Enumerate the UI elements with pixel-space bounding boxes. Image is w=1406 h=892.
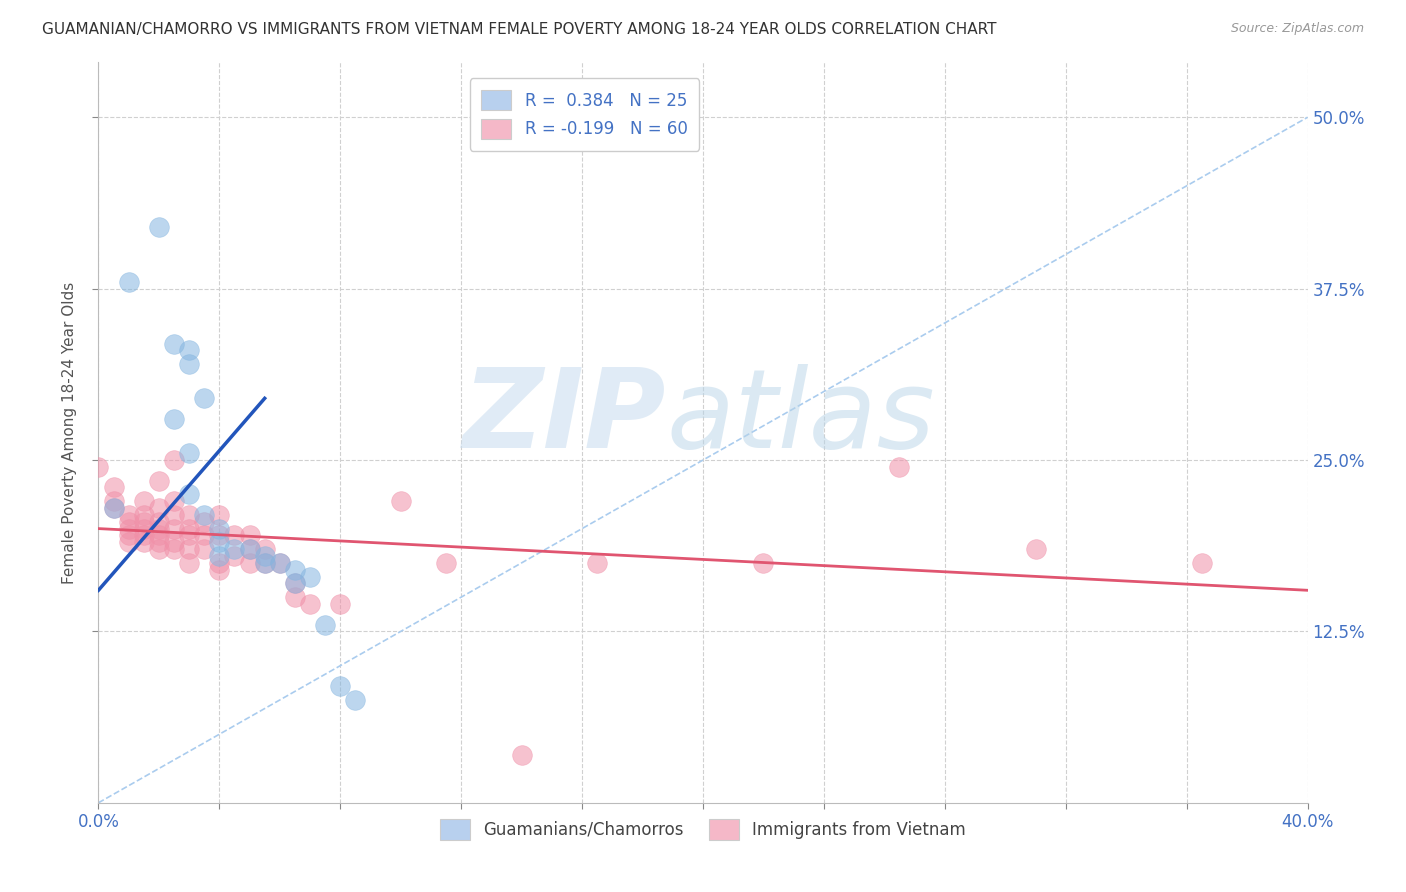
Point	[179, 508, 201, 522]
Point	[193, 528, 215, 542]
Point	[132, 494, 155, 508]
Point	[193, 392, 215, 406]
Point	[224, 549, 246, 563]
Y-axis label: Female Poverty Among 18-24 Year Olds: Female Poverty Among 18-24 Year Olds	[62, 282, 77, 583]
Point	[118, 515, 141, 529]
Point	[163, 522, 186, 536]
Point	[269, 556, 291, 570]
Point	[284, 590, 307, 604]
Point	[208, 549, 231, 563]
Point	[163, 453, 186, 467]
Point	[284, 576, 307, 591]
Point	[163, 412, 186, 426]
Point	[208, 535, 231, 549]
Point	[253, 549, 276, 563]
Point	[193, 542, 215, 557]
Point	[586, 556, 609, 570]
Point	[239, 542, 262, 557]
Point	[239, 542, 262, 557]
Point	[132, 515, 155, 529]
Text: GUAMANIAN/CHAMORRO VS IMMIGRANTS FROM VIETNAM FEMALE POVERTY AMONG 18-24 YEAR OL: GUAMANIAN/CHAMORRO VS IMMIGRANTS FROM VI…	[42, 22, 997, 37]
Legend: Guamanians/Chamorros, Immigrants from Vietnam: Guamanians/Chamorros, Immigrants from Vi…	[433, 813, 973, 847]
Point	[329, 679, 352, 693]
Point	[208, 563, 231, 577]
Point	[389, 494, 412, 508]
Point	[193, 508, 215, 522]
Point	[103, 501, 125, 516]
Point	[163, 535, 186, 549]
Point	[208, 556, 231, 570]
Point	[179, 446, 201, 460]
Point	[148, 522, 170, 536]
Point	[239, 556, 262, 570]
Text: ZIP: ZIP	[463, 364, 666, 471]
Point	[148, 474, 170, 488]
Point	[118, 522, 141, 536]
Point	[179, 556, 201, 570]
Point	[224, 542, 246, 557]
Point	[239, 528, 262, 542]
Point	[208, 522, 231, 536]
Point	[103, 480, 125, 494]
Point	[163, 508, 186, 522]
Point	[163, 336, 186, 351]
Point	[253, 556, 276, 570]
Point	[510, 747, 533, 762]
Point	[889, 459, 911, 474]
Point	[344, 693, 367, 707]
Point	[118, 535, 141, 549]
Point	[253, 542, 276, 557]
Point	[269, 556, 291, 570]
Point	[299, 569, 322, 583]
Point	[103, 501, 125, 516]
Point	[224, 528, 246, 542]
Point	[148, 219, 170, 234]
Text: atlas: atlas	[666, 364, 935, 471]
Point	[434, 556, 457, 570]
Point	[132, 535, 155, 549]
Point	[253, 556, 276, 570]
Point	[132, 528, 155, 542]
Point	[179, 487, 201, 501]
Point	[314, 617, 336, 632]
Point	[193, 515, 215, 529]
Point	[87, 459, 110, 474]
Point	[1024, 542, 1046, 557]
Point	[163, 542, 186, 557]
Point	[179, 343, 201, 358]
Point	[148, 542, 170, 557]
Point	[179, 542, 201, 557]
Point	[118, 508, 141, 522]
Point	[103, 494, 125, 508]
Point	[752, 556, 775, 570]
Point	[284, 563, 307, 577]
Point	[148, 535, 170, 549]
Point	[132, 508, 155, 522]
Point	[179, 528, 201, 542]
Point	[329, 597, 352, 611]
Point	[163, 494, 186, 508]
Point	[208, 528, 231, 542]
Point	[148, 515, 170, 529]
Point	[132, 522, 155, 536]
Point	[118, 275, 141, 289]
Point	[148, 528, 170, 542]
Point	[179, 357, 201, 371]
Point	[1191, 556, 1213, 570]
Point	[208, 508, 231, 522]
Point	[148, 501, 170, 516]
Text: Source: ZipAtlas.com: Source: ZipAtlas.com	[1230, 22, 1364, 36]
Point	[299, 597, 322, 611]
Point	[284, 576, 307, 591]
Point	[118, 528, 141, 542]
Point	[179, 522, 201, 536]
